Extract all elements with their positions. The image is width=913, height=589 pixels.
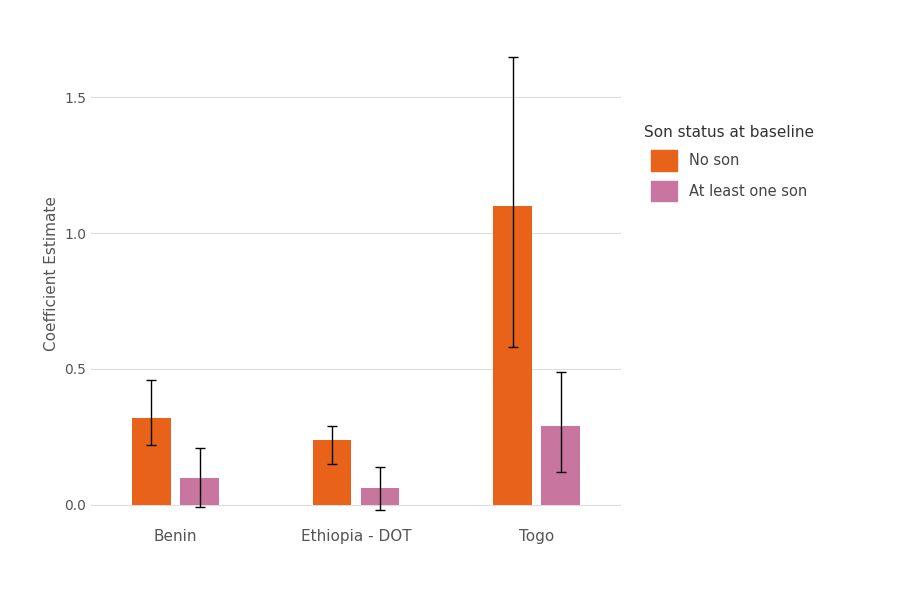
Bar [132, 418, 171, 505]
Bar [313, 439, 352, 505]
Bar [361, 488, 399, 505]
Bar [541, 426, 580, 505]
Bar [493, 206, 531, 505]
Y-axis label: Coefficient Estimate: Coefficient Estimate [44, 197, 58, 351]
Legend: No son, At least one son: No son, At least one son [644, 125, 814, 201]
Bar [181, 478, 219, 505]
